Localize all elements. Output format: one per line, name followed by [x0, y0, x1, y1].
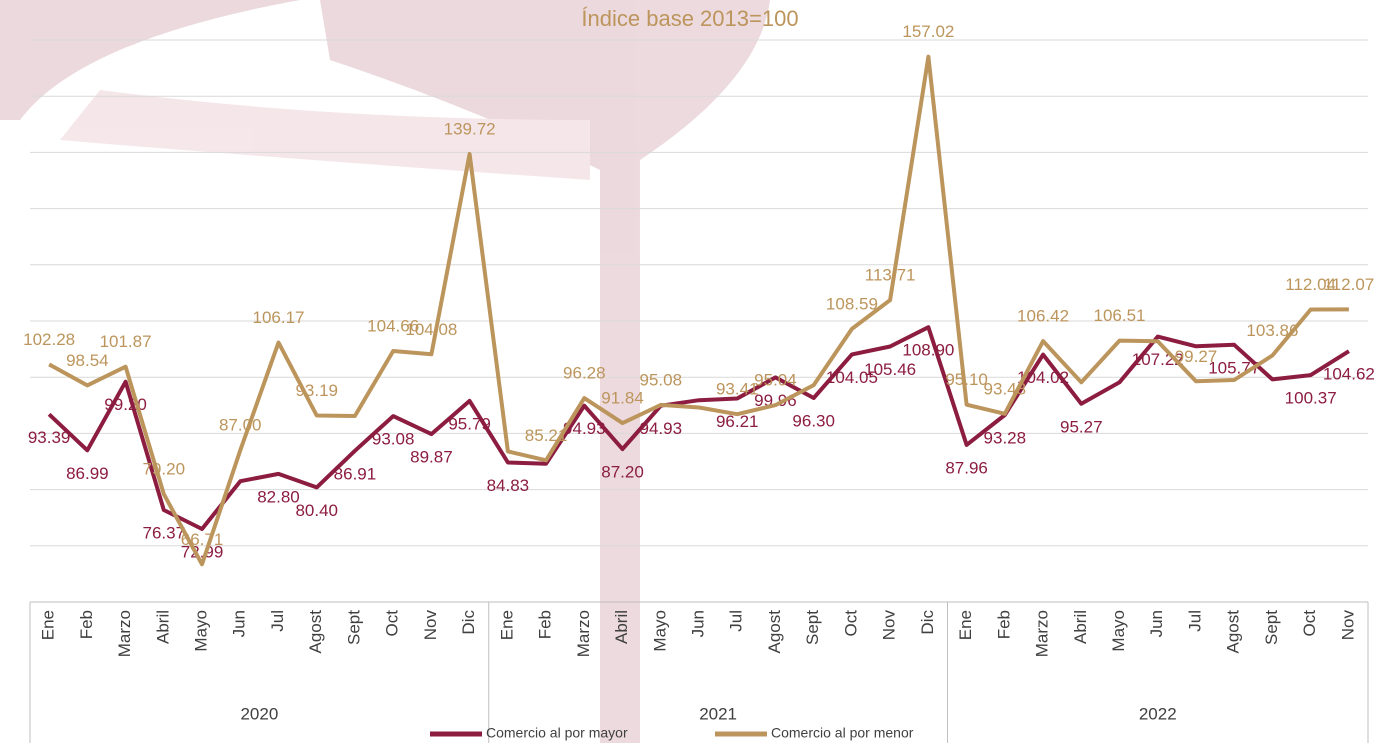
- chart-title: Índice base 2013=100: [581, 6, 798, 31]
- data-label: 98.54: [66, 351, 109, 370]
- x-tick-label: Oct: [383, 610, 402, 637]
- data-label: 93.39: [28, 428, 71, 447]
- data-label: 104.62: [1323, 365, 1375, 384]
- data-label: 105.46: [864, 360, 916, 379]
- x-tick-label: Jun: [688, 610, 707, 637]
- data-label: 101.87: [100, 332, 152, 351]
- x-tick-label: Oct: [1300, 610, 1319, 637]
- data-label: 99.27: [1175, 347, 1218, 366]
- data-label: 91.84: [601, 389, 644, 408]
- chart: Índice base 2013=100 Ene Feb Marzo Abril May…: [0, 0, 1386, 743]
- x-tick-label: Ene: [956, 610, 975, 640]
- x-tick-label: Oct: [841, 610, 860, 637]
- data-label: 66.71: [181, 530, 224, 549]
- data-label: 106.51: [1094, 306, 1146, 325]
- x-tick-label: Sept: [344, 610, 363, 645]
- data-label: 86.91: [334, 464, 377, 483]
- data-label: 76.37: [143, 523, 186, 542]
- data-label: 95.08: [639, 370, 682, 389]
- page: {"chart_data": {"type": "line", "title":…: [0, 0, 1386, 743]
- x-tick-label: Nov: [880, 610, 899, 641]
- x-tick-label: Jun: [230, 610, 249, 637]
- data-label: 94.93: [639, 419, 682, 438]
- data-label: 108.59: [826, 294, 878, 313]
- x-group-label: 2020: [240, 704, 278, 723]
- data-label: 113.71: [865, 266, 916, 285]
- x-tick-label: Dic: [918, 610, 937, 635]
- x-tick-label: Feb: [994, 610, 1013, 639]
- data-label: 86.99: [66, 464, 109, 483]
- x-tick-label: Jul: [727, 610, 746, 632]
- x-tick-label: Agost: [765, 610, 784, 654]
- data-label: 104.08: [405, 320, 457, 339]
- data-label: 80.40: [295, 501, 338, 520]
- data-label: 96.30: [792, 411, 835, 430]
- data-label: 93.19: [295, 381, 338, 400]
- data-label: 79.20: [143, 460, 186, 479]
- x-tick-label: Nov: [421, 610, 440, 641]
- x-tick-label: Jun: [1147, 610, 1166, 637]
- data-label: 96.28: [563, 364, 606, 383]
- data-label: 89.87: [410, 448, 453, 467]
- x-tick-label: Mayo: [192, 610, 211, 652]
- x-tick-label: Feb: [536, 610, 555, 639]
- data-label: 100.37: [1285, 389, 1337, 408]
- data-label: 95.10: [945, 370, 988, 389]
- x-tick-label: Feb: [77, 610, 96, 639]
- x-tick-label: Sept: [1262, 610, 1281, 645]
- x-tick-label: Marzo: [574, 610, 593, 657]
- x-tick-label: Jul: [268, 610, 287, 632]
- data-label: 93.41: [716, 380, 759, 399]
- x-tick-label: Marzo: [115, 610, 134, 657]
- data-label: 84.83: [487, 476, 530, 495]
- x-tick-label: Abril: [1071, 610, 1090, 644]
- x-group-label: 2022: [1139, 704, 1177, 723]
- data-label: 103.86: [1246, 321, 1298, 340]
- data-label: 93.48: [984, 379, 1027, 398]
- x-tick-label: Nov: [1338, 610, 1357, 641]
- x-tick-label: Jul: [1185, 610, 1204, 632]
- data-label: 106.17: [252, 308, 304, 327]
- data-label: 87.00: [219, 416, 262, 435]
- data-label: 87.20: [601, 463, 644, 482]
- x-tick-label: Marzo: [1033, 610, 1052, 657]
- data-label: 87.96: [945, 458, 988, 477]
- data-label: 139.72: [444, 119, 496, 138]
- x-tick-label: Ene: [39, 610, 58, 640]
- data-label: 93.28: [984, 428, 1027, 447]
- x-tick-label: Sept: [803, 610, 822, 645]
- x-group-label: 2021: [699, 704, 737, 723]
- legend-label: Comercio al por menor: [771, 725, 914, 741]
- data-label: 157.02: [902, 22, 954, 41]
- x-tick-label: Agost: [1224, 610, 1243, 654]
- data-label: 102.28: [23, 330, 75, 349]
- x-tick-label: Mayo: [650, 610, 669, 652]
- data-label: 95.79: [448, 414, 491, 433]
- x-tick-label: Abril: [153, 610, 172, 644]
- legend-label: Comercio al por mayor: [486, 725, 628, 741]
- data-label: 93.08: [372, 430, 415, 449]
- x-tick-label: Mayo: [1109, 610, 1128, 652]
- data-label: 95.04: [754, 371, 797, 390]
- data-label: 82.80: [257, 487, 300, 506]
- x-tick-label: Agost: [306, 610, 325, 654]
- x-tick-label: Ene: [497, 610, 516, 640]
- data-label: 112.07: [1324, 275, 1375, 294]
- data-label: 106.42: [1017, 307, 1069, 326]
- x-tick-label: Dic: [459, 610, 478, 635]
- data-label: 95.27: [1060, 417, 1103, 436]
- x-tick-label: Abril: [612, 610, 631, 644]
- data-label: 85.21: [525, 426, 568, 445]
- data-label: 108.90: [902, 341, 954, 360]
